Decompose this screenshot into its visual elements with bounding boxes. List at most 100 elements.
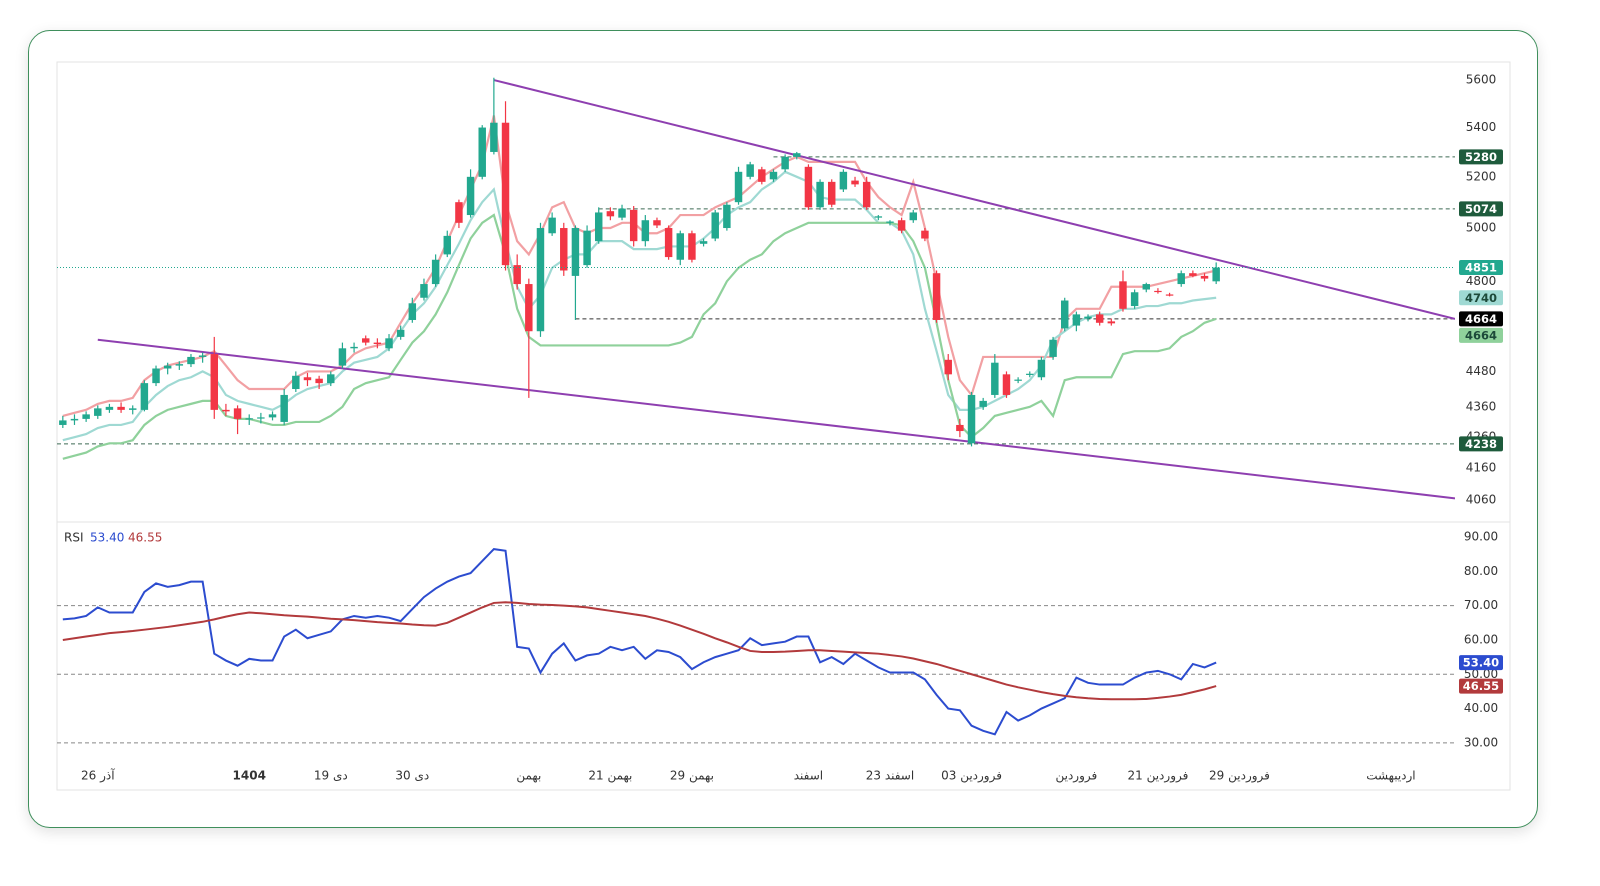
- price-tag-bg: [1459, 436, 1503, 452]
- price-tag: 5280: [1465, 150, 1497, 164]
- legend-value: 53.40: [90, 531, 124, 545]
- candle-body: [688, 233, 696, 260]
- candle-body: [1060, 300, 1069, 329]
- candle-body: [967, 394, 976, 444]
- candle-body: [862, 181, 871, 208]
- candle-body: [198, 355, 207, 357]
- candle-body: [1200, 275, 1209, 279]
- candle-body: [455, 202, 463, 223]
- candle-body: [874, 216, 883, 218]
- candle-body: [781, 156, 789, 170]
- panel-title: RSI: [64, 531, 84, 545]
- x-tick-label: 19 دی: [314, 769, 348, 783]
- candle-body: [1049, 339, 1057, 357]
- candle-body: [501, 122, 510, 266]
- candle-body: [1026, 373, 1034, 375]
- candle-body: [525, 284, 533, 332]
- candle-body: [921, 230, 929, 239]
- candle-body: [769, 171, 778, 180]
- candle-body: [548, 217, 556, 234]
- candle-body: [490, 122, 498, 152]
- price-tag-bg: [1459, 327, 1503, 343]
- rsi-tag: 53.40: [1463, 656, 1499, 670]
- rsi-tag-bg: [1459, 678, 1503, 694]
- candle-body: [1037, 359, 1046, 378]
- candle-body: [956, 424, 964, 432]
- candle-body: [583, 230, 591, 266]
- candle-body: [222, 409, 230, 412]
- price-tag-bg: [1459, 311, 1503, 327]
- price-tag: 4664: [1465, 328, 1497, 342]
- x-tick-label: بهمن: [516, 769, 541, 784]
- candle-body: [839, 171, 848, 190]
- candle-body: [1177, 273, 1185, 285]
- candle-body: [140, 383, 149, 410]
- candle-body: [734, 171, 743, 203]
- candle-body: [1014, 379, 1022, 381]
- price-tag: 5074: [1465, 202, 1497, 216]
- candle-body: [723, 204, 731, 229]
- x-tick-label: اردیبهشت: [1366, 769, 1415, 784]
- candle-body: [233, 408, 242, 419]
- candle-body: [827, 181, 836, 205]
- indicator-line: [62, 115, 1217, 417]
- y-tick-label: 90.00: [1464, 530, 1498, 544]
- y-tick-label: 5200: [1466, 169, 1497, 183]
- candle-body: [478, 127, 486, 177]
- rsi-line: [62, 601, 1217, 701]
- candle-body: [1165, 294, 1174, 296]
- candle-body: [420, 284, 428, 298]
- x-tick-label: 03 فروردین: [941, 769, 1002, 784]
- x-tick-label: 26 آذر: [81, 768, 115, 784]
- y-tick-label: 30.00: [1464, 735, 1498, 749]
- frame: [56, 61, 1511, 791]
- candle-body: [152, 368, 160, 384]
- y-tick-label: 4160: [1466, 461, 1497, 475]
- candle-body: [793, 153, 801, 157]
- candle-body: [327, 374, 335, 384]
- candle-body: [187, 356, 195, 365]
- candle-body: [618, 208, 626, 218]
- candle-body: [105, 406, 114, 410]
- candle-body: [361, 338, 370, 343]
- candle-body: [979, 400, 987, 407]
- candle-body: [594, 212, 603, 242]
- candle-body: [676, 233, 685, 260]
- candle-body: [664, 228, 673, 258]
- x-tick-label: 23 اسفند: [866, 769, 914, 783]
- candle-body: [571, 228, 580, 276]
- rsi-panel: [57, 548, 1455, 744]
- candle-body: [373, 342, 382, 345]
- candle-body: [851, 180, 859, 185]
- rsi-tag: 46.55: [1463, 679, 1499, 693]
- candle-body: [1130, 292, 1139, 307]
- candle-body: [746, 164, 754, 177]
- y-tick-label: 4800: [1466, 274, 1497, 288]
- y-tick-label: 5400: [1466, 120, 1497, 134]
- candle-body: [245, 418, 253, 420]
- candle-body: [711, 212, 719, 239]
- x-tick-label: 29 بهمن: [670, 769, 714, 784]
- candle-body: [1119, 281, 1127, 309]
- price-panel: [57, 77, 1455, 500]
- price-tag-bg: [1459, 201, 1503, 217]
- candle-body: [443, 235, 452, 255]
- candle-body: [1212, 267, 1220, 282]
- y-tick-label: 4060: [1466, 492, 1497, 506]
- candle-body: [932, 273, 941, 320]
- x-tick-label: فروردین: [1055, 769, 1097, 784]
- candle-body: [350, 346, 358, 349]
- candle-body: [1189, 273, 1197, 276]
- y-tick-label: 4360: [1466, 399, 1497, 413]
- candle-body: [303, 377, 312, 381]
- candle-body: [175, 364, 184, 366]
- candle-body: [70, 418, 79, 421]
- price-tag-bg: [1459, 290, 1503, 306]
- x-tick-label: 21 فروردین: [1127, 769, 1188, 784]
- candle-body: [641, 220, 650, 242]
- y-tick-label: 4480: [1466, 364, 1497, 378]
- candle-body: [513, 265, 521, 285]
- x-tick-label: 1404: [233, 769, 266, 783]
- axes: 5600540052005000480044804360426041604060…: [64, 73, 1503, 784]
